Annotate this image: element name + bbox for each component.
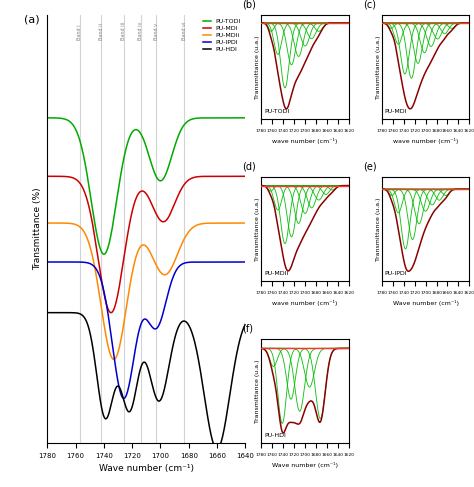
PU-TODI: [128, 132, 133, 138]
Text: PU-HDI: PU-HDI: [264, 433, 286, 438]
Line: PU-MDIi: PU-MDIi: [47, 223, 245, 359]
Line: PU-MDI: PU-MDI: [47, 176, 245, 313]
Text: PU-TODI: PU-TODI: [264, 109, 290, 114]
Y-axis label: Transmittance (u.a.): Transmittance (u.a.): [375, 35, 381, 99]
PU-HDI: [242, 321, 248, 327]
Line: PU-HDI: PU-HDI: [47, 313, 245, 449]
PU-HDI: [116, 384, 122, 390]
Y-axis label: Transmittance (u.a.): Transmittance (u.a.): [255, 35, 260, 99]
X-axis label: Wave number (cm⁻¹): Wave number (cm⁻¹): [99, 465, 194, 473]
PU-IPDI: [92, 264, 98, 270]
PU-MDI: [230, 173, 236, 179]
PU-HDI: [230, 371, 236, 376]
PU-HDI: [128, 408, 133, 414]
PU-IPDI: [72, 259, 77, 265]
Text: (a): (a): [24, 15, 39, 25]
PU-MDI: [45, 173, 50, 179]
Text: (b): (b): [242, 0, 256, 9]
X-axis label: wave number (cm⁻¹): wave number (cm⁻¹): [393, 138, 458, 145]
PU-MDI: [122, 247, 128, 253]
PU-HDI: [214, 446, 220, 452]
PU-MDIi: [242, 220, 248, 226]
PU-IPDI: [128, 375, 133, 381]
PU-IPDI: [230, 259, 236, 265]
X-axis label: Wave number (cm⁻¹): Wave number (cm⁻¹): [272, 463, 338, 468]
PU-MDIi: [45, 220, 50, 226]
Text: Band iii: Band iii: [121, 22, 126, 40]
Text: Band iv: Band iv: [138, 21, 143, 40]
PU-MDI: [92, 235, 98, 241]
Text: Band ii: Band ii: [99, 23, 104, 40]
Line: PU-IPDI: PU-IPDI: [47, 262, 245, 398]
Line: PU-TODI: PU-TODI: [47, 118, 245, 254]
PU-MDI: [108, 310, 114, 316]
Text: PU-IPDI: PU-IPDI: [384, 271, 407, 276]
Y-axis label: Transmittance (%): Transmittance (%): [33, 187, 42, 270]
PU-MDIi: [230, 220, 236, 226]
PU-MDI: [128, 217, 133, 223]
PU-HDI: [72, 310, 77, 316]
PU-IPDI: [242, 259, 248, 265]
PU-IPDI: [122, 394, 128, 400]
PU-HDI: [92, 359, 98, 365]
PU-MDIi: [72, 221, 77, 227]
PU-MDIi: [92, 265, 98, 271]
PU-TODI: [72, 125, 77, 131]
PU-IPDI: [116, 384, 122, 390]
PU-MDIi: [111, 356, 117, 362]
Text: Band i: Band i: [77, 24, 82, 40]
PU-MDI: [72, 176, 77, 182]
Text: PU-MDIi: PU-MDIi: [264, 271, 288, 276]
PU-TODI: [242, 115, 248, 121]
PU-HDI: [122, 401, 128, 407]
PU-MDI: [242, 173, 248, 179]
PU-MDIi: [128, 280, 133, 286]
Y-axis label: Transmittance (u.a.): Transmittance (u.a.): [255, 359, 260, 423]
Y-axis label: Transmittance (u.a.): Transmittance (u.a.): [375, 197, 381, 261]
Text: Band vi: Band vi: [182, 21, 187, 40]
X-axis label: wave number (cm⁻¹): wave number (cm⁻¹): [273, 138, 338, 145]
Text: Band v: Band v: [154, 23, 159, 40]
PU-TODI: [117, 181, 122, 187]
PU-IPDI: [45, 259, 50, 265]
PU-TODI: [230, 115, 236, 121]
Text: (d): (d): [242, 161, 256, 171]
PU-MDIi: [117, 345, 122, 351]
PU-IPDI: [121, 395, 127, 401]
X-axis label: wave number (cm⁻¹): wave number (cm⁻¹): [273, 300, 338, 306]
Legend: PU-TODI, PU-MDI, PU-MDIi, PU-IPDI, PU-HDI: PU-TODI, PU-MDI, PU-MDIi, PU-IPDI, PU-HD…: [202, 18, 242, 54]
X-axis label: Wave number (cm⁻¹): Wave number (cm⁻¹): [392, 300, 459, 306]
Text: (f): (f): [242, 323, 253, 334]
PU-TODI: [92, 221, 98, 227]
PU-MDI: [117, 284, 122, 290]
PU-TODI: [122, 150, 128, 155]
PU-MDIi: [122, 312, 128, 318]
Text: (c): (c): [363, 0, 376, 9]
PU-TODI: [101, 251, 107, 257]
PU-TODI: [45, 115, 50, 121]
Y-axis label: Transmittance (u.a.): Transmittance (u.a.): [255, 197, 260, 261]
Text: (e): (e): [363, 161, 376, 171]
PU-HDI: [45, 310, 50, 316]
Text: PU-MDI: PU-MDI: [384, 109, 407, 114]
